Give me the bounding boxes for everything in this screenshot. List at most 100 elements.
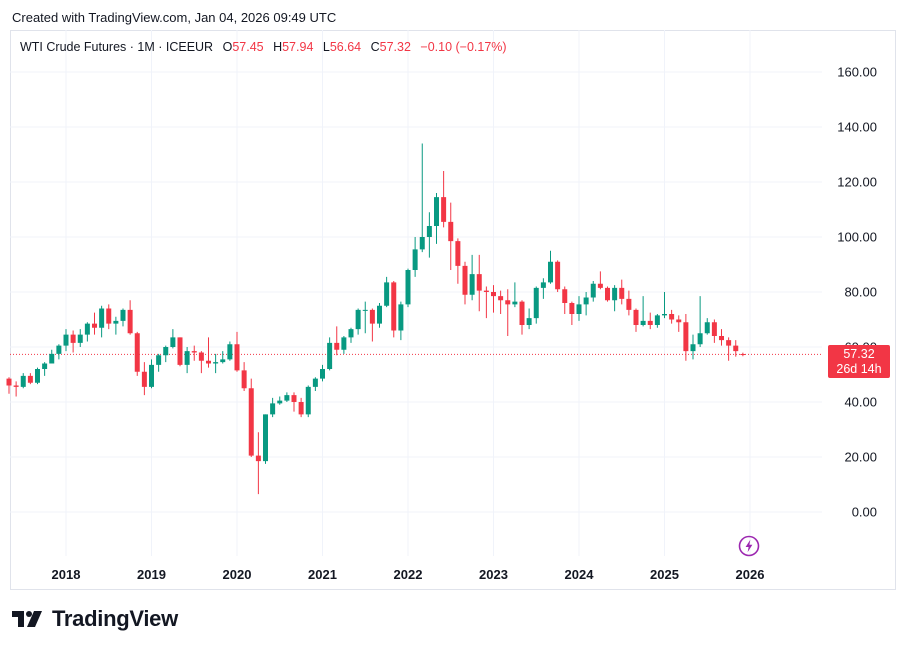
candle-body [583, 297, 589, 305]
candle [241, 362, 247, 391]
candle [20, 373, 26, 389]
candle-body [27, 375, 33, 383]
candle-body [184, 351, 190, 365]
x-tick-label: 2023 [479, 567, 508, 582]
candle [419, 143, 425, 253]
candle [305, 385, 311, 418]
candle [662, 292, 667, 319]
symbol-title: WTI Crude Futures · 1M · ICEEUR [20, 40, 214, 54]
candle [355, 308, 361, 335]
candle-body [270, 403, 276, 415]
candle-body [149, 364, 154, 387]
candle [647, 312, 653, 330]
candle-body [84, 323, 90, 335]
candle-body [548, 261, 553, 283]
candle [6, 377, 12, 394]
candle-body [362, 309, 368, 311]
candle [312, 377, 318, 391]
candle [426, 212, 432, 258]
candle [348, 327, 354, 343]
candle-body [419, 237, 425, 250]
candle [540, 278, 546, 299]
candle-body [662, 314, 667, 316]
candle [555, 260, 561, 292]
candle [640, 296, 646, 327]
candle [56, 344, 62, 360]
candle [141, 362, 147, 396]
candle [384, 276, 390, 308]
candle-body [462, 265, 468, 295]
candle-body [605, 287, 610, 301]
candle-body [241, 370, 247, 389]
candle-body [248, 388, 254, 456]
candle-body [327, 342, 333, 369]
candle [220, 351, 226, 364]
candle [334, 326, 340, 356]
candle [277, 396, 283, 405]
candle-body [569, 303, 575, 314]
candle [106, 304, 112, 330]
candle-body [77, 334, 83, 343]
x-tick-label: 2022 [394, 567, 423, 582]
candle-body [519, 301, 525, 325]
candle-body [198, 352, 204, 361]
y-tick-label: 100.00 [837, 230, 877, 245]
candle-body [690, 344, 696, 352]
open-value: 57.45 [232, 40, 264, 54]
candle-body [505, 300, 511, 305]
candle-body [213, 362, 219, 364]
tradingview-brand[interactable]: TradingView [12, 606, 178, 632]
candle-body [355, 309, 361, 330]
candle-body [56, 345, 62, 354]
candle-body [191, 351, 197, 353]
low-label: L [322, 40, 330, 54]
candle [320, 364, 325, 382]
close-label: C [370, 40, 380, 54]
candle [597, 271, 603, 290]
x-tick-label: 2019 [137, 567, 166, 582]
candle [234, 331, 240, 372]
candle [733, 340, 739, 357]
candle-body [277, 400, 283, 404]
candle-body [156, 355, 162, 365]
candle [448, 202, 454, 270]
candle [619, 279, 625, 305]
candle [491, 285, 496, 313]
candle-body [13, 385, 19, 387]
candle-body [654, 315, 660, 325]
candle [398, 301, 404, 341]
candle-body [92, 323, 97, 328]
candle [170, 329, 176, 349]
candle-body [70, 334, 76, 343]
candle-body [455, 241, 461, 266]
candle [483, 286, 489, 319]
candle [576, 296, 582, 321]
candle [134, 331, 140, 376]
candle [213, 353, 219, 374]
candle-body [391, 282, 397, 331]
y-tick-label: 120.00 [837, 175, 877, 190]
candle [163, 345, 169, 363]
candle-body [377, 305, 382, 324]
candle-body [298, 402, 304, 415]
lightning-icon[interactable] [738, 535, 760, 557]
candle-body [220, 359, 226, 363]
candle-body [263, 414, 268, 462]
candle [227, 341, 233, 361]
candle [391, 281, 397, 338]
candle-body [120, 309, 126, 321]
candle [740, 352, 746, 357]
candle-body [384, 282, 390, 306]
candle-body [441, 197, 447, 222]
candle-body [163, 347, 169, 356]
candle [441, 171, 447, 228]
candle-body [619, 287, 625, 299]
candle [248, 378, 254, 457]
candle-body [320, 369, 325, 379]
candle-body [512, 301, 518, 305]
candle-body [697, 333, 703, 345]
candle-body [234, 344, 240, 371]
candle [455, 238, 461, 284]
candle-body [597, 283, 603, 288]
